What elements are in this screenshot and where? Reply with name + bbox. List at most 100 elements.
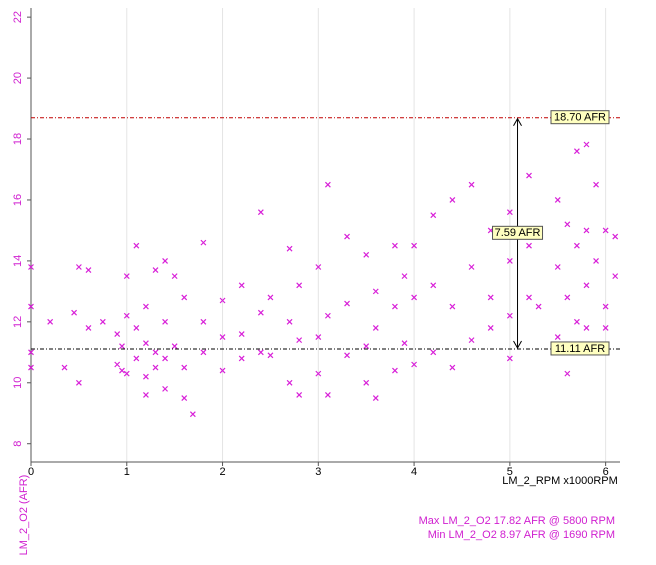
data-point (411, 242, 418, 249)
x-axis-label: LM_2_RPM x1000RPM (502, 475, 618, 487)
data-point (75, 379, 82, 386)
reference-label: 11.11 AFR (555, 343, 605, 355)
data-point (573, 318, 580, 325)
data-point (602, 227, 609, 234)
data-point (267, 352, 274, 359)
data-point (219, 297, 226, 304)
data-point (143, 303, 149, 310)
data-point (61, 364, 68, 371)
data-point (430, 282, 437, 289)
data-point (123, 312, 130, 319)
data-point (324, 181, 331, 188)
data-point (143, 373, 149, 380)
data-point (286, 318, 293, 325)
x-tick-label: 4 (411, 466, 417, 478)
data-point (411, 361, 418, 368)
data-point (449, 303, 456, 310)
data-point (296, 392, 303, 398)
data-point (133, 325, 140, 331)
y-tick-label: 18 (12, 133, 24, 145)
data-point (171, 343, 178, 350)
data-point (573, 242, 580, 249)
data-point (344, 300, 350, 307)
data-point (200, 318, 207, 325)
data-point (133, 355, 140, 362)
data-point (449, 197, 456, 203)
data-point (189, 411, 196, 418)
data-point (372, 325, 379, 331)
data-point (119, 367, 125, 374)
arrow-head (513, 117, 522, 349)
data-point (401, 340, 408, 347)
data-point (372, 288, 379, 295)
data-point (75, 264, 82, 270)
data-point (372, 395, 379, 401)
data-point (392, 242, 398, 249)
x-tick-label: 5 (507, 466, 513, 478)
y-tick-label: 8 (12, 441, 24, 447)
data-point (267, 294, 274, 301)
data-point (411, 294, 418, 301)
data-point (583, 282, 590, 289)
data-point (392, 303, 398, 310)
data-point (28, 264, 34, 270)
data-point (506, 257, 513, 264)
data-point (401, 273, 408, 280)
data-point (344, 352, 350, 359)
data-point (114, 331, 121, 337)
data-point (506, 355, 513, 362)
data-point (162, 318, 169, 325)
y-axis-label: LM_2_O2 (AFR) (18, 475, 30, 556)
data-point (162, 385, 169, 392)
data-point (564, 221, 571, 228)
data-point (181, 364, 188, 371)
data-point (238, 282, 245, 289)
data-point (152, 364, 159, 371)
data-point (181, 395, 188, 401)
data-point (200, 239, 207, 246)
y-tick-label: 16 (12, 194, 24, 206)
data-point (593, 257, 599, 264)
data-point (564, 370, 571, 377)
data-point (363, 343, 370, 350)
stats-min: Min LM_2_O2 8.97 AFR @ 1690 RPM (428, 529, 615, 541)
data-point (162, 257, 169, 264)
data-point (71, 309, 78, 316)
data-point (554, 197, 561, 203)
data-point (28, 349, 34, 356)
reference-label-box (550, 110, 610, 125)
data-point (602, 303, 609, 310)
data-point (257, 209, 264, 216)
data-point (200, 349, 207, 356)
data-point (286, 245, 293, 252)
data-point (47, 318, 54, 325)
data-point (468, 337, 475, 344)
x-tick-label: 2 (219, 466, 225, 478)
data-point (554, 264, 561, 270)
data-point (315, 334, 322, 340)
reference-label: 18.70 AFR (554, 112, 606, 124)
data-point (152, 267, 159, 273)
data-point (593, 181, 599, 188)
data-point (535, 303, 542, 310)
data-point (315, 370, 322, 377)
stats-max: Max LM_2_O2 17.82 AFR @ 5800 RPM (419, 515, 615, 527)
data-point (143, 340, 149, 347)
data-point (468, 181, 475, 188)
data-point (506, 312, 513, 319)
data-point (324, 312, 331, 319)
y-tick-label: 10 (12, 377, 24, 389)
data-point (114, 361, 121, 368)
data-point (430, 349, 437, 356)
data-point (583, 141, 590, 148)
data-point (449, 364, 456, 371)
data-point (363, 379, 370, 386)
data-point (238, 331, 245, 337)
data-point (363, 251, 370, 258)
data-point (564, 294, 571, 301)
data-point (28, 303, 34, 310)
data-point (583, 227, 590, 234)
reference-label-box (550, 341, 610, 356)
data-point (238, 355, 245, 362)
